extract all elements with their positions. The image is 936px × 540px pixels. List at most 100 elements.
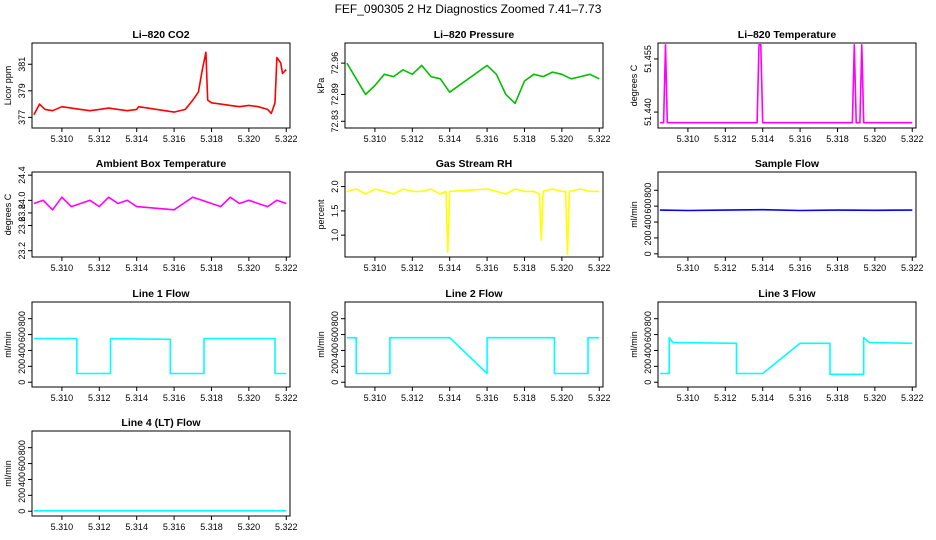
x-tick-label: 5.318 <box>513 134 536 144</box>
y-tick-label: 200 <box>643 230 653 245</box>
plot-frame <box>657 301 917 388</box>
x-tick-label: 5.316 <box>163 393 186 403</box>
y-tick-label: 400 <box>17 472 27 487</box>
y-tick-label: 200 <box>330 359 340 374</box>
x-tick-label: 5.322 <box>588 263 611 273</box>
x-tick-label: 5.310 <box>51 393 74 403</box>
y-tick-label: 600 <box>643 327 653 342</box>
x-tick-label: 5.322 <box>275 522 298 532</box>
series-line-line-3-flow <box>659 336 913 376</box>
y-axis-label: degrees C <box>3 193 13 235</box>
x-tick-label: 5.322 <box>588 134 611 144</box>
x-tick-label: 5.310 <box>51 134 74 144</box>
panel-line-2-flow: Line 2 Flow ml/min 5.310 5.312 5.314 5.316 5.3… <box>316 288 611 403</box>
x-tick-label: 5.316 <box>789 393 812 403</box>
panel-ambient-box-temperature: Ambient Box Temperature degrees C 5.310 5.3… <box>3 158 298 273</box>
y-tick-label: 24.4 <box>17 166 27 184</box>
y-tick-label: 377 <box>17 110 27 125</box>
x-tick-label: 5.310 <box>677 393 700 403</box>
x-tick-label: 5.312 <box>714 393 737 403</box>
x-tick-label: 5.314 <box>438 393 461 403</box>
y-tick-label: 400 <box>643 343 653 358</box>
y-tick-label: 72.96 <box>330 52 340 75</box>
plot-frame <box>344 171 604 258</box>
x-tick-label: 5.322 <box>901 134 924 144</box>
x-tick-label: 5.316 <box>476 263 499 273</box>
panel-line-4-lt-flow: Line 4 (LT) Flow ml/min 5.310 5.312 5.314 5.3… <box>3 417 298 532</box>
y-tick-label: 381 <box>17 57 27 72</box>
series-line-line-2-flow <box>346 336 600 375</box>
panel-sample-flow: Sample Flow ml/min 5.310 5.312 5.314 5.316 5.3… <box>629 158 924 273</box>
plot-frame <box>31 430 291 517</box>
panel-li-820-co2: Li–820 CO2 Licor ppm 5.310 5.312 5.314 5.316 5… <box>3 29 298 144</box>
plot-frame <box>657 171 917 258</box>
x-tick-label: 5.312 <box>714 134 737 144</box>
y-tick-label: 400 <box>17 343 27 358</box>
y-axis-label: ml/min <box>316 331 326 358</box>
plot-frame <box>31 301 291 388</box>
panel-title: Gas Stream RH <box>436 158 512 170</box>
y-axis-label: ml/min <box>3 460 13 487</box>
x-tick-label: 5.320 <box>864 393 887 403</box>
y-tick-label: 200 <box>17 488 27 503</box>
y-tick-label: 800 <box>643 183 653 198</box>
y-tick-label: 51.455 <box>643 45 653 73</box>
x-tick-label: 5.310 <box>51 522 74 532</box>
x-tick-label: 5.322 <box>275 263 298 273</box>
x-tick-label: 5.312 <box>88 522 111 532</box>
x-tick-label: 5.316 <box>163 522 186 532</box>
y-tick-label: 0 <box>643 380 653 385</box>
x-tick-label: 5.310 <box>364 134 387 144</box>
x-tick-label: 5.314 <box>751 134 774 144</box>
x-tick-label: 5.314 <box>125 393 148 403</box>
y-tick-label: 800 <box>17 311 27 326</box>
x-tick-label: 5.318 <box>513 393 536 403</box>
y-tick-label: 23.8 <box>17 204 27 222</box>
x-tick-label: 5.320 <box>864 263 887 273</box>
x-tick-label: 5.318 <box>826 393 849 403</box>
y-tick-label: 800 <box>17 440 27 455</box>
x-tick-label: 5.310 <box>51 263 74 273</box>
y-tick-label: 24.0 <box>17 192 27 210</box>
x-tick-label: 5.312 <box>714 263 737 273</box>
y-tick-label: 600 <box>330 327 340 342</box>
panel-li-820-pressure: Li–820 Pressure kPa 5.310 5.312 5.314 5.316 5.… <box>316 29 611 144</box>
y-axis-label: percent <box>316 199 326 230</box>
x-tick-label: 5.312 <box>88 134 111 144</box>
panel-title: Line 3 Flow <box>758 288 816 300</box>
plot-frame <box>344 301 604 388</box>
plot-frame <box>31 42 291 129</box>
x-tick-label: 5.320 <box>551 134 574 144</box>
x-tick-label: 5.320 <box>551 263 574 273</box>
y-tick-label: 2.0 <box>330 180 340 193</box>
x-tick-label: 5.310 <box>677 263 700 273</box>
y-tick-label: 600 <box>643 199 653 214</box>
x-tick-label: 5.322 <box>275 134 298 144</box>
series-line-li-820-co2 <box>33 51 287 116</box>
y-axis-label: kPa <box>316 78 326 94</box>
panel-li-820-temperature: Li–820 Temperature degrees C 5.310 5.312 5.3… <box>629 29 924 144</box>
x-tick-label: 5.318 <box>200 263 223 273</box>
panel-title: Line 4 (LT) Flow <box>121 417 201 429</box>
series-line-li-820-temperature <box>659 43 913 124</box>
plot-frame <box>657 42 917 129</box>
x-tick-label: 5.322 <box>588 393 611 403</box>
series-line-li-820-pressure <box>346 62 600 105</box>
y-tick-label: 0 <box>17 380 27 385</box>
x-tick-label: 5.314 <box>125 263 148 273</box>
x-tick-label: 5.312 <box>88 393 111 403</box>
y-tick-label: 379 <box>17 83 27 98</box>
y-tick-label: 200 <box>643 359 653 374</box>
y-axis-label: ml/min <box>629 201 639 228</box>
y-tick-label: 23.6 <box>17 217 27 235</box>
x-tick-label: 5.316 <box>163 263 186 273</box>
x-tick-label: 5.314 <box>125 134 148 144</box>
x-tick-label: 5.312 <box>401 263 424 273</box>
x-tick-label: 5.318 <box>513 263 536 273</box>
x-tick-label: 5.318 <box>200 522 223 532</box>
x-tick-label: 5.312 <box>401 134 424 144</box>
x-tick-label: 5.320 <box>238 522 261 532</box>
y-tick-label: 23.2 <box>17 242 27 260</box>
y-tick-label: 1.0 <box>330 229 340 242</box>
